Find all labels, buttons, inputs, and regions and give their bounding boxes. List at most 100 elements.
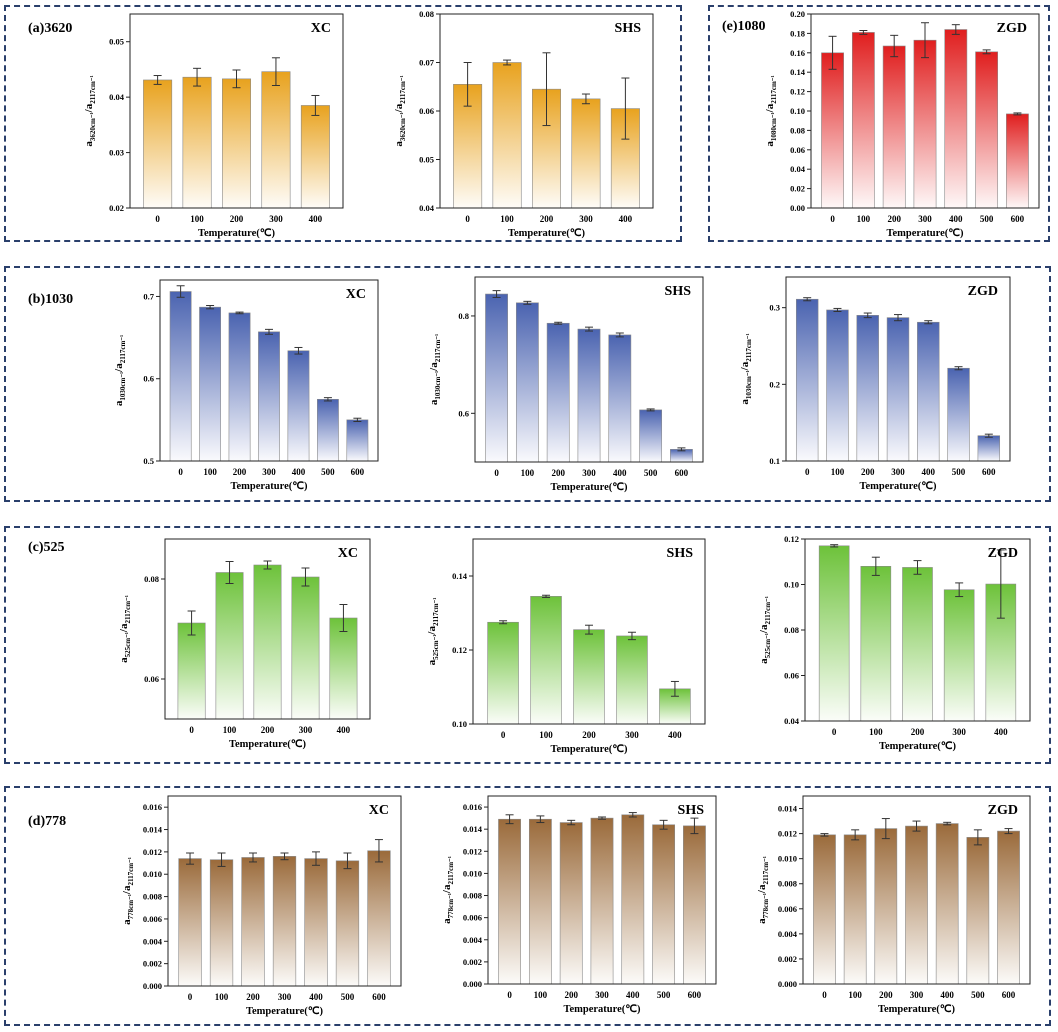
chart-title: XC bbox=[369, 803, 389, 818]
y-tick-label: 0.004 bbox=[143, 936, 163, 946]
y-tick-label: 0.006 bbox=[778, 904, 797, 914]
y-tick-label: 0.02 bbox=[109, 203, 124, 213]
bar bbox=[818, 545, 850, 722]
y-tick-label: 0.006 bbox=[463, 913, 482, 923]
error-bar bbox=[659, 819, 668, 830]
x-tick-label: 400 bbox=[309, 992, 323, 1002]
x-tick-label: 500 bbox=[980, 214, 994, 224]
error-bar bbox=[187, 610, 196, 636]
x-tick-label: 0 bbox=[494, 468, 499, 478]
x-tick-label: 0 bbox=[178, 467, 183, 477]
y-tick-label: 0.06 bbox=[790, 145, 805, 155]
bar bbox=[182, 76, 212, 209]
y-tick-label: 0.002 bbox=[143, 959, 162, 969]
y-tick-label: 0.07 bbox=[419, 58, 435, 68]
error-bar bbox=[585, 624, 593, 635]
chart-title: ZGD bbox=[988, 803, 1018, 818]
x-tick-label: 100 bbox=[203, 467, 217, 477]
x-axis-label: Temperature(℃) bbox=[550, 743, 628, 755]
y-axis-label: a1080cm⁻¹/a2117cm⁻¹ bbox=[764, 75, 778, 146]
x-tick-label: 500 bbox=[341, 992, 355, 1002]
y-tick-label: 0.06 bbox=[419, 106, 434, 116]
x-tick-label: 100 bbox=[500, 214, 514, 224]
error-bar bbox=[554, 321, 563, 325]
error-bar bbox=[828, 35, 837, 70]
error-bar bbox=[921, 22, 929, 59]
x-tick-label: 0 bbox=[832, 727, 837, 737]
error-bar bbox=[646, 408, 655, 412]
error-bar bbox=[176, 285, 185, 298]
x-tick-label: 400 bbox=[922, 467, 936, 477]
x-tick-label: 100 bbox=[190, 214, 204, 224]
x-tick-label: 200 bbox=[246, 992, 260, 1002]
x-tick-label: 0 bbox=[507, 990, 512, 1000]
x-tick-label: 200 bbox=[879, 990, 893, 1000]
x-axis-label: Temperature(℃) bbox=[859, 480, 937, 492]
panel-label-c: (c)525 bbox=[28, 540, 65, 555]
x-tick-label: 300 bbox=[952, 727, 966, 737]
bar bbox=[487, 621, 519, 725]
error-bar bbox=[615, 332, 624, 338]
x-tick-label: 0 bbox=[805, 467, 810, 477]
x-tick-label: 600 bbox=[688, 990, 702, 1000]
y-tick-label: 0.010 bbox=[778, 854, 797, 864]
bar bbox=[177, 622, 206, 720]
x-tick-label: 0 bbox=[822, 990, 827, 1000]
x-tick-label: 400 bbox=[619, 214, 633, 224]
x-tick-label: 600 bbox=[372, 992, 386, 1002]
x-axis-label: Temperature(℃) bbox=[878, 1003, 956, 1015]
x-axis-label: Temperature(℃) bbox=[886, 227, 964, 239]
x-tick-label: 600 bbox=[1011, 214, 1025, 224]
error-bar bbox=[912, 820, 921, 832]
y-tick-label: 0.3 bbox=[769, 303, 780, 313]
y-tick-label: 0.10 bbox=[452, 719, 467, 729]
x-tick-label: 500 bbox=[952, 467, 966, 477]
x-tick-label: 0 bbox=[830, 214, 835, 224]
error-bar bbox=[863, 312, 872, 319]
x-tick-label: 200 bbox=[564, 990, 578, 1000]
bar bbox=[966, 837, 990, 985]
x-tick-label: 400 bbox=[940, 990, 954, 1000]
error-bar bbox=[294, 346, 303, 355]
x-tick-label: 100 bbox=[848, 990, 862, 1000]
error-bar bbox=[505, 814, 514, 825]
error-bar bbox=[690, 817, 699, 835]
x-tick-label: 0 bbox=[188, 992, 193, 1002]
axes-frame bbox=[129, 13, 344, 209]
y-tick-label: 0.1 bbox=[769, 456, 780, 466]
y-axis-label: a525cm⁻¹/a2117cm⁻¹ bbox=[426, 598, 440, 666]
panel-a: (a)3620 bbox=[4, 5, 682, 242]
x-axis-label: Temperature(℃) bbox=[230, 480, 308, 492]
x-tick-label: 500 bbox=[644, 468, 658, 478]
y-tick-label: 0.6 bbox=[458, 408, 469, 418]
error-bar bbox=[951, 24, 960, 35]
error-bar bbox=[859, 29, 868, 35]
y-tick-label: 0.06 bbox=[144, 674, 159, 684]
x-tick-label: 300 bbox=[269, 214, 283, 224]
y-tick-label: 0.004 bbox=[463, 935, 483, 945]
error-bar bbox=[1013, 112, 1022, 116]
error-bar bbox=[323, 397, 332, 402]
error-bar bbox=[924, 320, 933, 325]
x-tick-label: 400 bbox=[309, 214, 323, 224]
x-tick-label: 200 bbox=[230, 214, 244, 224]
y-tick-label: 0.08 bbox=[784, 625, 799, 635]
error-bar bbox=[186, 852, 195, 865]
error-bar bbox=[585, 326, 593, 332]
error-bar bbox=[503, 59, 512, 66]
y-axis-label: a3620cm⁻¹/a2117cm⁻¹ bbox=[83, 75, 97, 146]
bar bbox=[573, 629, 605, 725]
error-bar bbox=[890, 34, 899, 58]
y-axis-label: a525cm⁻¹/a2117cm⁻¹ bbox=[118, 595, 132, 663]
bar bbox=[329, 617, 358, 720]
x-tick-label: 400 bbox=[337, 725, 351, 735]
y-tick-label: 0.06 bbox=[784, 671, 799, 681]
error-bar bbox=[955, 582, 964, 598]
error-bar bbox=[311, 94, 320, 116]
y-tick-label: 0.016 bbox=[143, 802, 162, 812]
error-bar bbox=[193, 67, 202, 87]
y-axis-label: a778cm⁻¹/a2117cm⁻¹ bbox=[441, 856, 455, 924]
